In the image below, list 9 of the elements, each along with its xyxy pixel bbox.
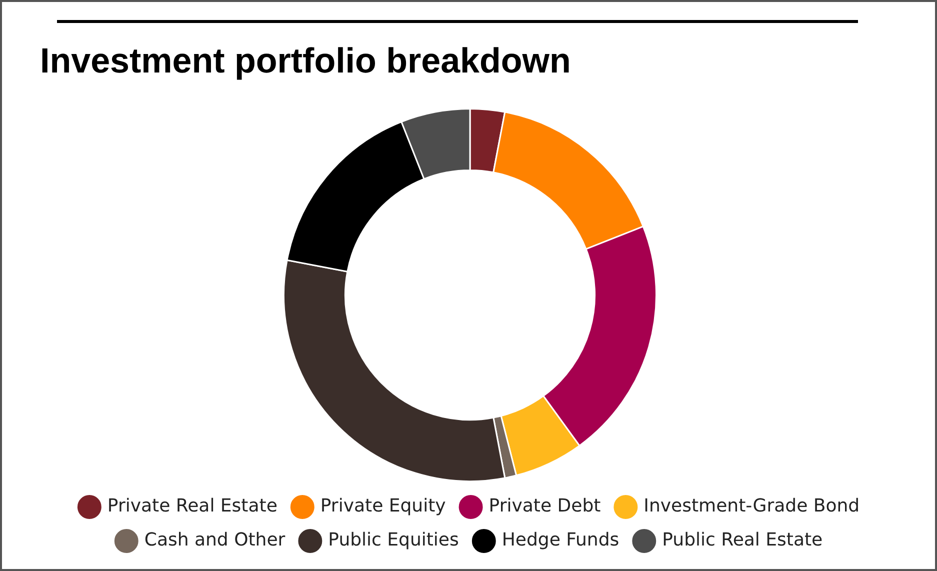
legend-label: Hedge Funds [502, 530, 620, 551]
chart-title: Investment portfolio breakdown [40, 42, 571, 81]
legend-label: Cash and Other [144, 530, 286, 551]
legend-label: Private Debt [488, 496, 601, 517]
legend-label: Public Equities [328, 530, 459, 551]
legend-label: Public Real Estate [662, 530, 823, 551]
legend-label: Private Real Estate [107, 496, 278, 517]
legend-label: Investment-Grade Bond [644, 496, 860, 517]
legend-label: Private Equity [320, 496, 446, 517]
